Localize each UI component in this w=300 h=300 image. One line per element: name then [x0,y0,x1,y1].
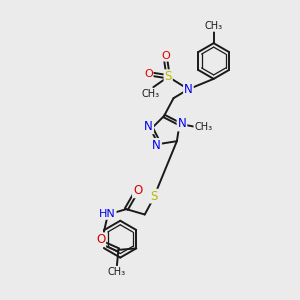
Text: CH₃: CH₃ [205,21,223,31]
Text: N: N [184,83,193,96]
Text: S: S [150,190,157,202]
Text: CH₃: CH₃ [108,267,126,277]
Text: N: N [152,139,161,152]
Text: O: O [161,51,170,61]
Text: S: S [164,70,172,83]
Text: HN: HN [99,209,116,219]
Text: CH₃: CH₃ [194,122,212,132]
Text: O: O [96,233,105,246]
Text: N: N [144,120,153,134]
Text: O: O [144,69,153,80]
Text: N: N [178,117,186,130]
Text: CH₃: CH₃ [142,89,160,99]
Text: O: O [133,184,142,197]
